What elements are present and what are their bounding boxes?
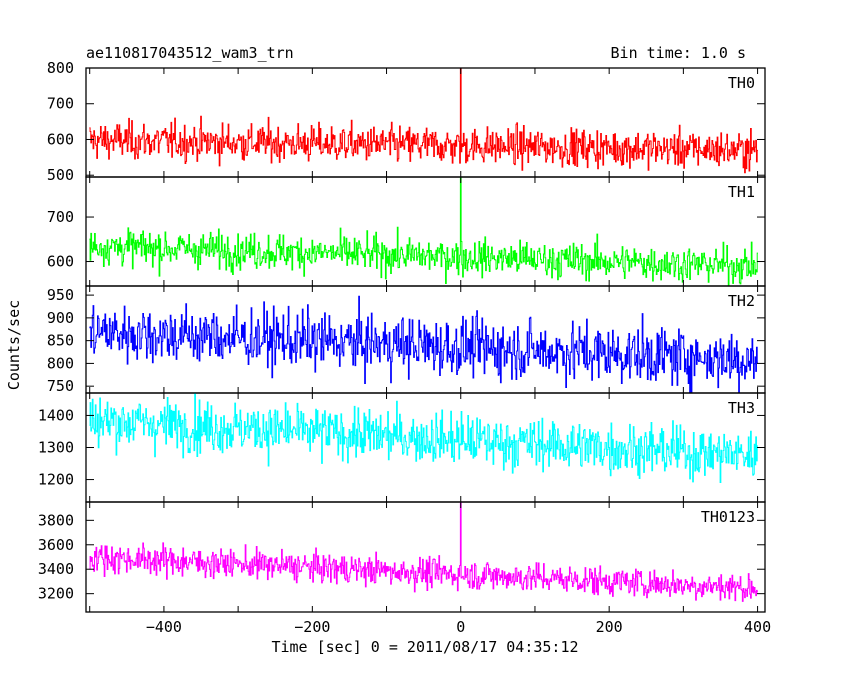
y-tick-label: 3600 <box>38 536 74 554</box>
series-th3-line <box>89 393 758 483</box>
x-tick-label: 200 <box>596 618 623 636</box>
y-tick-label: 950 <box>47 286 74 304</box>
bin-time-label: Bin time: 1.0 s <box>610 44 746 62</box>
panel-label-th2: TH2 <box>728 292 755 310</box>
panel-frame-th0 <box>85 67 766 178</box>
series-th0-line <box>89 67 758 174</box>
y-tick-label: 1200 <box>38 471 74 489</box>
panel-label-th0: TH0 <box>728 74 755 92</box>
panel-label-th0123: TH0123 <box>701 508 755 526</box>
y-tick-label: 900 <box>47 309 74 327</box>
y-tick-label: 1400 <box>38 406 74 424</box>
y-tick-label: 800 <box>47 59 74 77</box>
y-tick-label: 850 <box>47 332 74 350</box>
y-tick-label: 700 <box>47 208 74 226</box>
y-tick-label: 1300 <box>38 439 74 457</box>
panel-frame-th0123 <box>85 501 766 613</box>
x-tick-label: −400 <box>146 618 182 636</box>
series-th0123-line <box>89 501 758 602</box>
y-tick-label: 600 <box>47 253 74 271</box>
x-axis-label: Time [sec] 0 = 2011/08/17 04:35:12 <box>271 638 579 656</box>
x-tick-label: 0 <box>456 618 465 636</box>
y-tick-label: 600 <box>47 130 74 148</box>
y-tick-label: 750 <box>47 377 74 395</box>
y-tick-label: 3400 <box>38 560 74 578</box>
y-tick-label: 3800 <box>38 511 74 529</box>
panel-label-th3: TH3 <box>728 399 755 417</box>
x-tick-label: −200 <box>294 618 330 636</box>
y-tick-label: 800 <box>47 354 74 372</box>
series-th2-line <box>89 295 758 394</box>
chart-title: ae110817043512_wam3_trn <box>86 44 294 62</box>
y-axis-label: Counts/sec <box>5 299 23 391</box>
x-tick-label: 400 <box>744 618 771 636</box>
series-th1-line <box>89 176 758 287</box>
panel-label-th1: TH1 <box>728 183 755 201</box>
y-tick-label: 700 <box>47 95 74 113</box>
y-tick-label: 500 <box>47 166 74 184</box>
y-tick-label: 3200 <box>38 585 74 603</box>
